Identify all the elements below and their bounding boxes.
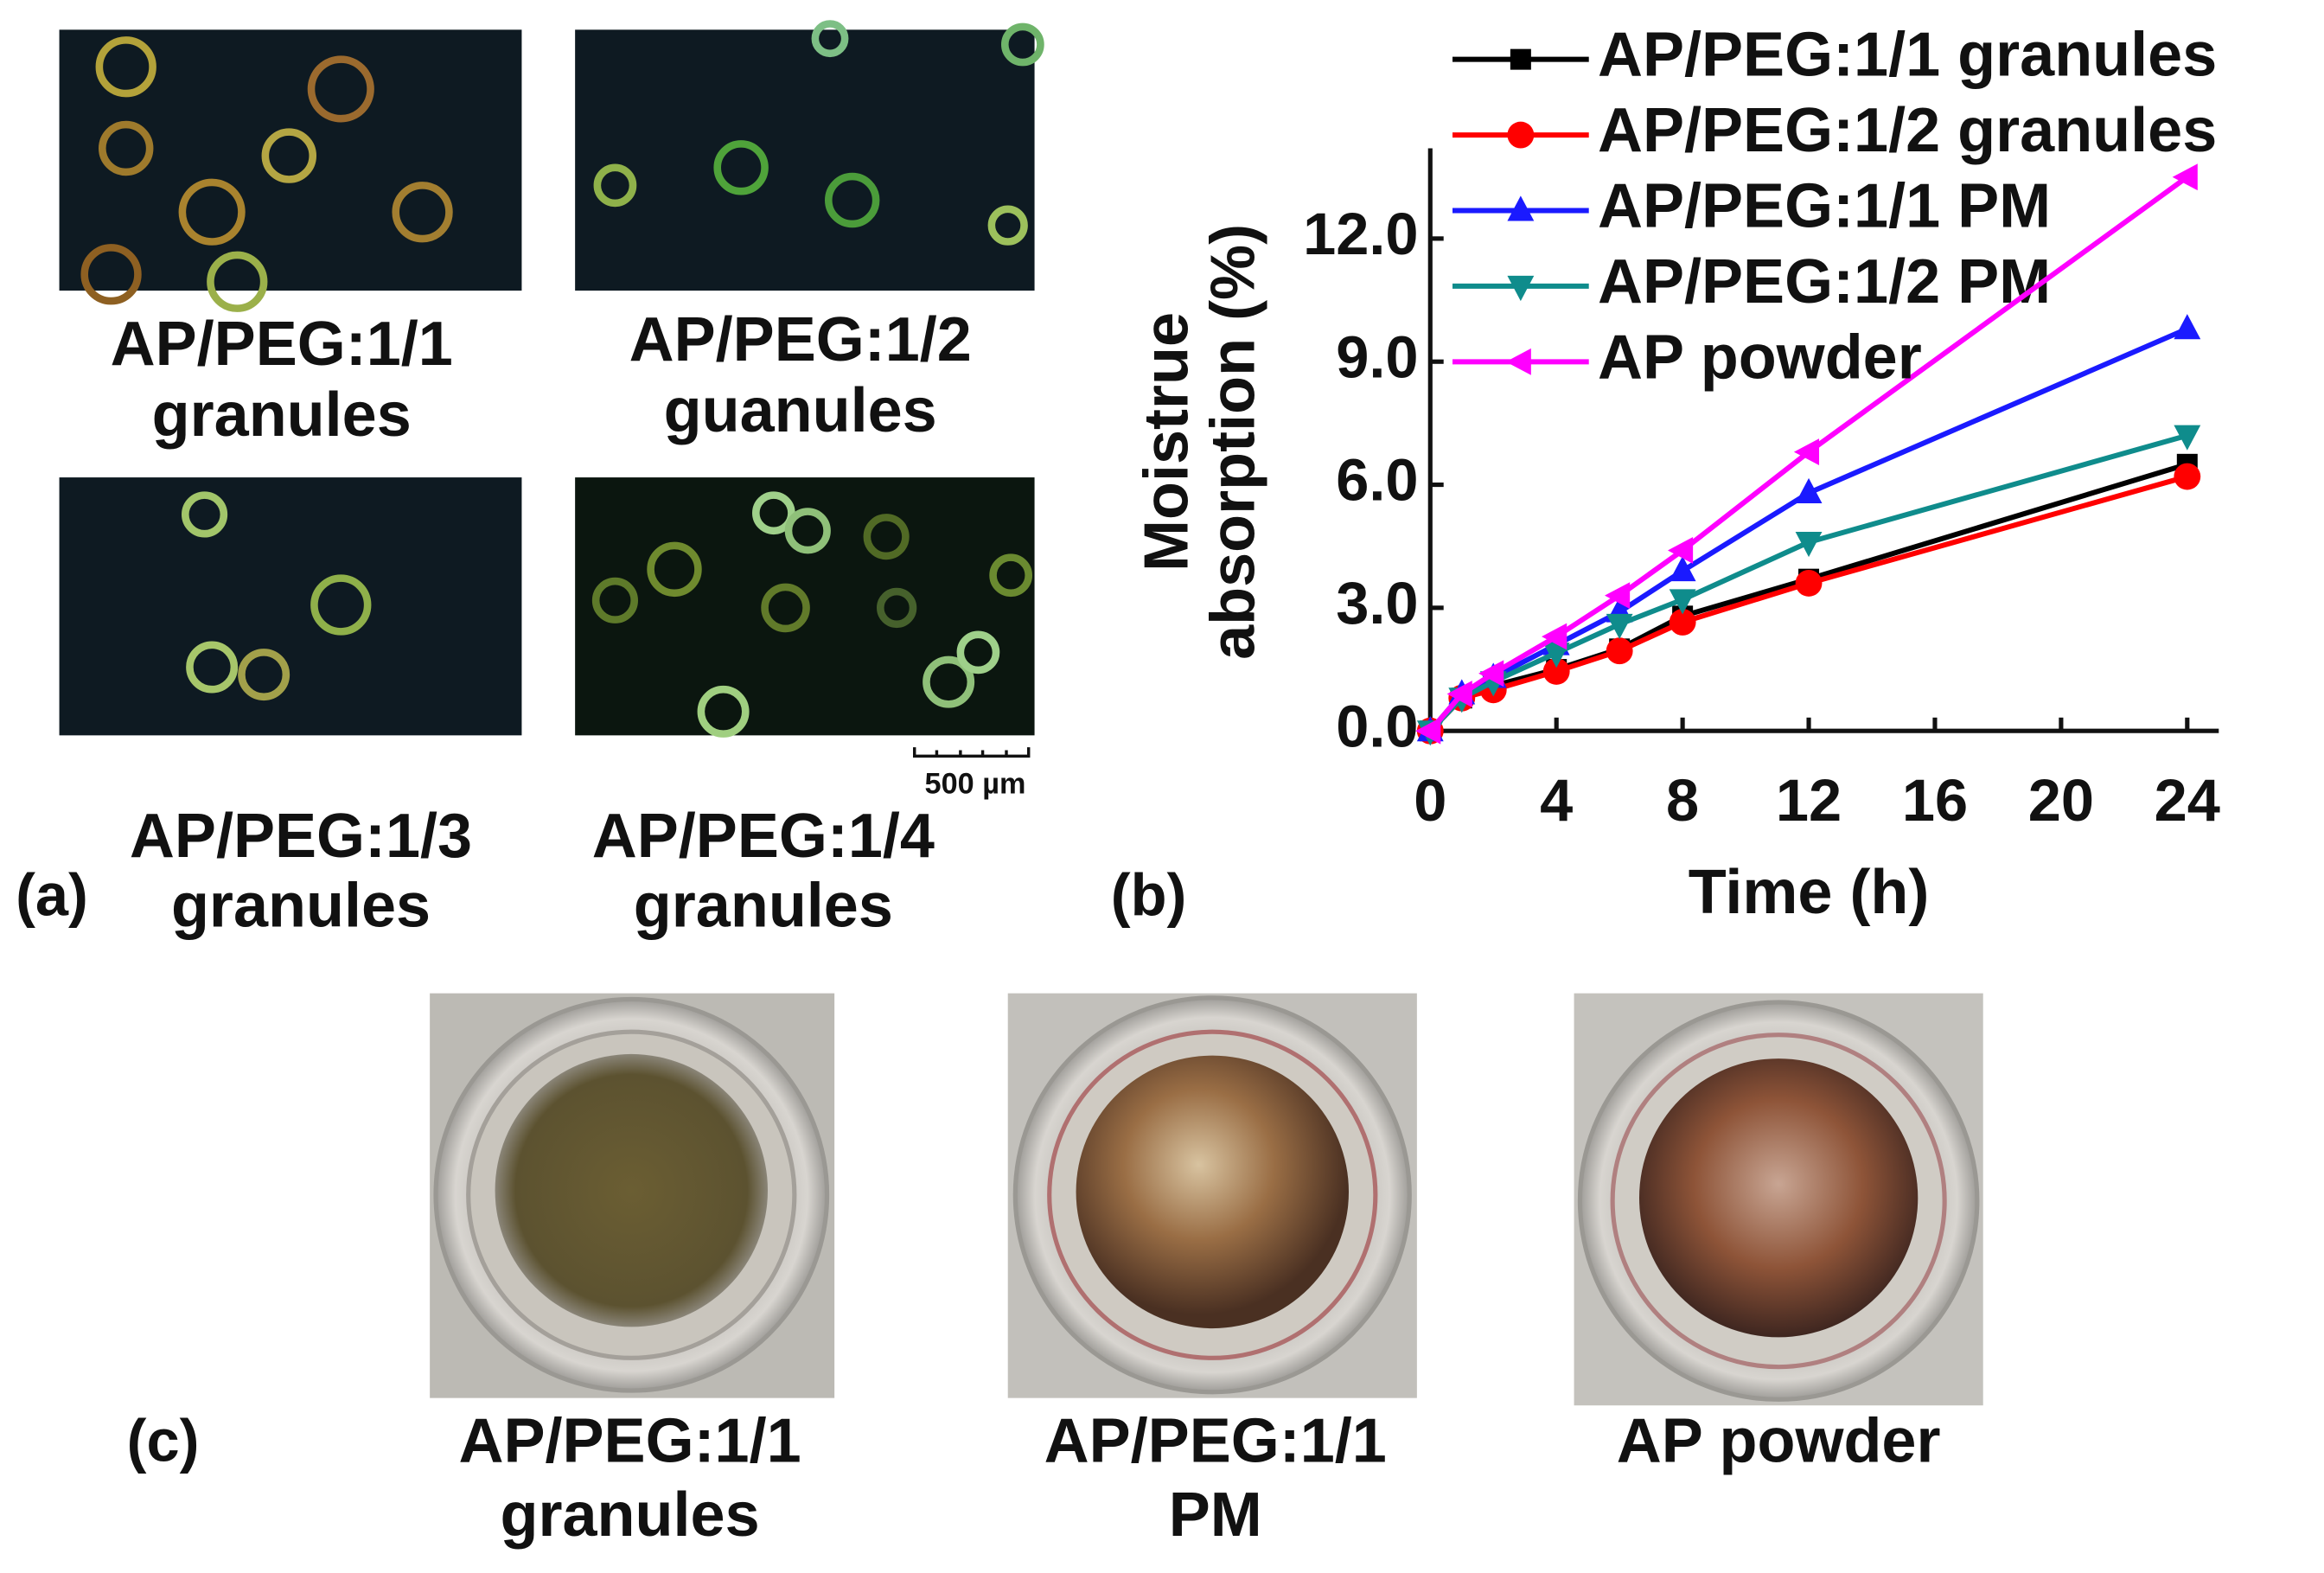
y-tick-label: 9.0 — [1336, 323, 1418, 390]
marker — [1446, 681, 1472, 707]
legend-label: AP/PEG:1/2 PM — [1598, 247, 2051, 317]
scale-bar — [913, 747, 1031, 758]
y-tick-label: 0.0 — [1336, 693, 1418, 759]
marker — [1510, 48, 1531, 70]
micrograph — [59, 29, 522, 291]
legend-label: AP/PEG:1/1 granules — [1598, 21, 2217, 90]
caption: AP/PEG:1/4 — [592, 802, 935, 871]
micrograph — [59, 477, 522, 736]
y-tick-label: 3.0 — [1336, 570, 1418, 636]
photo-captions: AP/PEG:1/1 granules AP/PEG:1/1 PM AP pow… — [459, 1407, 1941, 1551]
sample — [1076, 1055, 1349, 1329]
x-tick-label: 8 — [1666, 767, 1699, 834]
x-tick-label: 16 — [1902, 767, 1968, 834]
caption: granules — [634, 872, 893, 941]
x-axis-label: Time (h) — [1689, 858, 1930, 927]
panel-label: (b) — [1111, 862, 1187, 929]
legend-entry: AP/PEG:1/2 PM — [1452, 247, 2051, 317]
marker — [1542, 657, 1570, 685]
sample — [1639, 1058, 1919, 1338]
marker — [1793, 438, 1820, 466]
caption: AP/PEG:1/3 — [130, 802, 472, 871]
marker — [1415, 717, 1441, 745]
caption: AP/PEG:1/1 — [111, 310, 453, 379]
marker — [2172, 163, 2198, 191]
caption: guanules — [664, 376, 937, 445]
y-axis-label: Moistrue — [1132, 312, 1201, 572]
line-chart: 0.0 3.0 6.0 9.0 12.0 0 4 8 12 16 20 24 Time (h) Moist… — [1132, 21, 2220, 928]
caption: AP/PEG:1/2 — [629, 305, 972, 374]
granules — [182, 491, 372, 701]
series-line — [1428, 461, 2188, 733]
caption: PM — [1169, 1480, 1262, 1550]
marker — [1507, 195, 1535, 221]
marker — [1542, 623, 1567, 650]
marker — [1795, 477, 1823, 504]
marker — [1669, 556, 1696, 582]
granules — [591, 491, 1032, 738]
x-tick-label: 4 — [1540, 767, 1573, 834]
x-tick-label: 24 — [2155, 767, 2220, 834]
marker — [1605, 582, 1631, 610]
marker — [1542, 643, 1570, 668]
y-tick-label: 6.0 — [1336, 447, 1418, 514]
y-axis-label: absorption (%) — [1198, 224, 1267, 660]
marker — [1606, 637, 1633, 665]
marker — [1507, 275, 1535, 302]
micrograph-captions: AP/PEG:1/1 granules AP/PEG:1/2 guanules … — [111, 305, 972, 941]
caption: granules — [501, 1480, 760, 1550]
caption: AP powder — [1617, 1407, 1941, 1476]
caption: AP/PEG:1/1 — [1044, 1407, 1387, 1476]
caption: granules — [171, 872, 431, 941]
scale-bar-label: 500 µm — [925, 768, 1026, 801]
series — [1415, 163, 2198, 745]
granules — [80, 36, 453, 312]
marker — [1478, 660, 1504, 687]
dish-photos — [430, 993, 1983, 1406]
panel-label: (a) — [16, 862, 88, 929]
legend-entry: AP/PEG:1/1 PM — [1452, 172, 2051, 241]
marker — [1505, 348, 1531, 375]
marker — [2174, 314, 2201, 340]
series-line — [1428, 474, 2188, 733]
caption: granules — [152, 380, 412, 450]
legend-entry: AP/PEG:1/2 granules — [1452, 96, 2217, 165]
x-tick-label: 20 — [2028, 767, 2094, 834]
caption: AP/PEG:1/1 — [459, 1407, 801, 1476]
legend-label: AP powder — [1598, 323, 1922, 392]
legend-entry: AP/PEG:1/1 granules — [1452, 21, 2217, 90]
marker — [2174, 463, 2201, 490]
series — [1416, 463, 2201, 745]
legend-label: AP/PEG:1/1 PM — [1598, 172, 2051, 241]
x-tick-label: 0 — [1414, 767, 1446, 834]
panel-label: (c) — [127, 1408, 200, 1474]
granules — [593, 20, 1044, 246]
x-tick-label: 12 — [1776, 767, 1842, 834]
micrographs: 500 µm — [59, 20, 1044, 801]
marker — [1667, 537, 1694, 564]
marker — [1669, 589, 1696, 615]
legend-label: AP/PEG:1/2 granules — [1598, 96, 2217, 165]
marker — [2174, 425, 2201, 451]
y-tick-label: 12.0 — [1303, 201, 1418, 267]
marker — [1795, 569, 1823, 597]
marker — [1507, 121, 1535, 149]
legend-entry: AP powder — [1452, 323, 1922, 392]
marker — [1795, 531, 1823, 558]
marker — [1606, 613, 1633, 640]
sample — [495, 1053, 768, 1327]
marker — [1669, 609, 1696, 636]
micrograph — [575, 29, 1035, 291]
